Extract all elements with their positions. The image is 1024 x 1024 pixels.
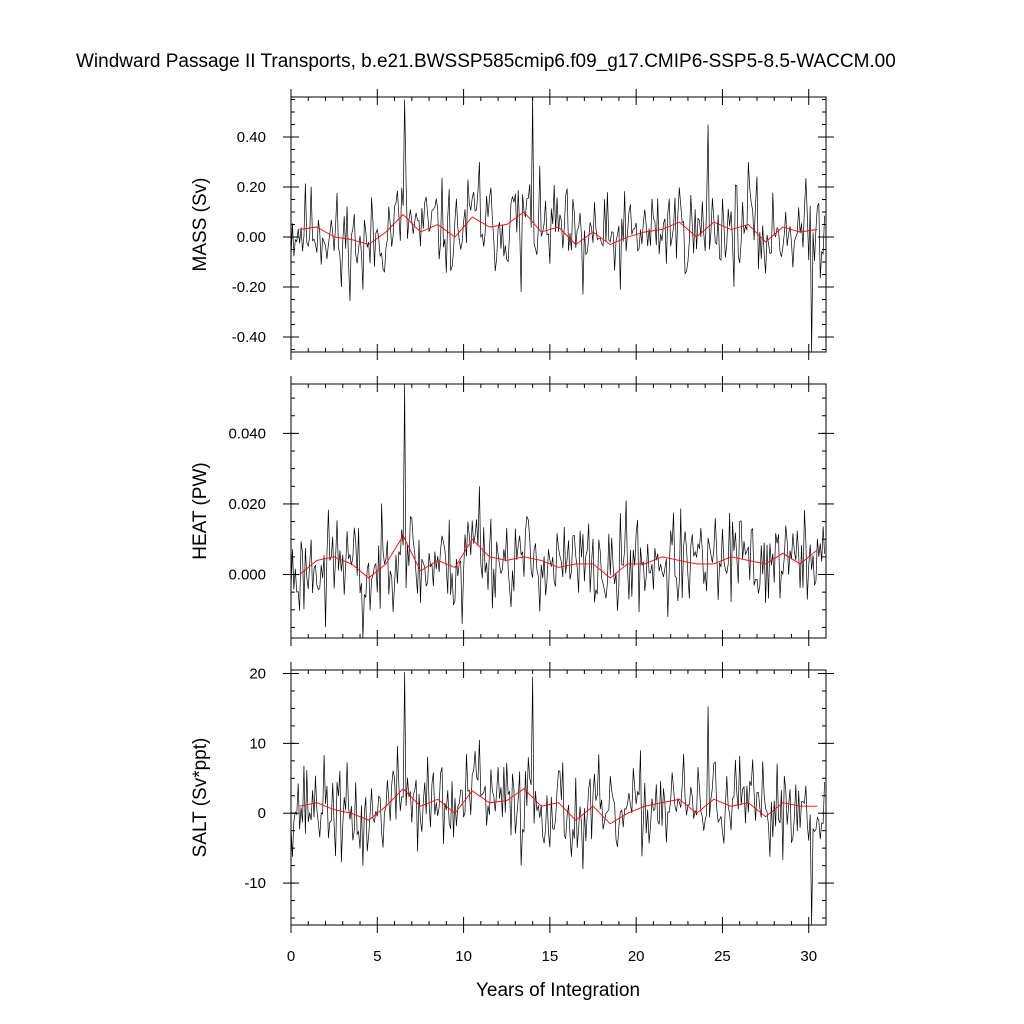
y-tick-label: -10 — [244, 875, 266, 892]
y-tick-label: 0.20 — [237, 179, 266, 196]
y-tick-label: 0.040 — [228, 425, 266, 442]
plot-frame — [290, 669, 827, 926]
y-axis-label: HEAT (PW) — [190, 462, 211, 559]
x-tick-label: 25 — [714, 948, 731, 965]
y-tick-label: 10 — [249, 735, 266, 752]
x-axis-label: Years of Integration — [476, 980, 640, 1001]
y-tick-label: 20 — [249, 665, 266, 682]
annual-mean-line — [299, 534, 818, 579]
x-tick-label: 15 — [542, 948, 559, 965]
monthly-series-line — [291, 384, 825, 638]
panels: -0.40 -0.20 0.00 0.20 0.40 MASS (Sv) 0.000 0.02… — [190, 89, 834, 1001]
x-tick-label: 0 — [287, 948, 295, 965]
y-tick-label: -0.20 — [232, 279, 266, 296]
y-axis-label: SALT (Sv*ppt) — [190, 738, 211, 858]
plot-frame — [290, 383, 827, 639]
panel-1: -0.40 -0.20 0.00 0.20 0.40 MASS (Sv) — [190, 89, 834, 360]
y-tick-label: 0.00 — [237, 229, 266, 246]
x-tick-label: 20 — [628, 948, 645, 965]
y-tick-label: -0.40 — [232, 329, 266, 346]
y-axis-label: MASS (Sv) — [190, 178, 211, 272]
x-tick-label: 30 — [800, 948, 817, 965]
y-tick-label: 0.40 — [237, 129, 266, 146]
monthly-series-line — [291, 97, 825, 352]
x-tick-label: 10 — [455, 948, 472, 965]
y-tick-label: 0.020 — [228, 496, 266, 513]
annual-mean-line — [299, 211, 818, 246]
figure-title: Windward Passage II Transports, b.e21.BW… — [76, 51, 896, 72]
panel-2: 0.000 0.020 0.040 HEAT (PW) — [190, 376, 834, 646]
x-tick-label: 5 — [373, 948, 381, 965]
annual-mean-line — [299, 788, 818, 825]
monthly-series-line — [291, 672, 825, 925]
y-tick-label: 0 — [258, 805, 266, 822]
panel-3: -10 0 10 20 SALT (Sv*ppt) 0 5 10 15 20 25 30 Years o… — [190, 662, 834, 1001]
y-tick-label: 0.000 — [228, 567, 266, 584]
